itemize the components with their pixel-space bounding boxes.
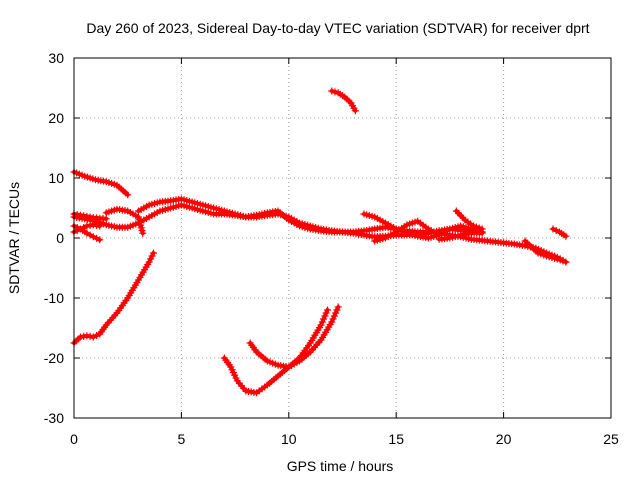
data-point xyxy=(149,249,157,257)
x-tick-label: 15 xyxy=(388,431,404,447)
data-point xyxy=(317,321,325,329)
x-tick-label: 25 xyxy=(603,431,619,447)
y-tick-label: -30 xyxy=(44,410,64,426)
data-point xyxy=(323,306,331,314)
data-point xyxy=(80,224,88,231)
data-point xyxy=(320,315,328,323)
data-point xyxy=(321,312,329,320)
chart-title: Day 260 of 2023, Sidereal Day-to-day VTE… xyxy=(86,20,589,36)
x-axis-label: GPS time / hours xyxy=(287,458,394,474)
data-point xyxy=(333,306,341,314)
data-point xyxy=(330,312,338,320)
data-series-track-14 xyxy=(70,249,157,347)
y-tick-label: 10 xyxy=(48,170,64,186)
data-series-track-13 xyxy=(549,225,570,240)
data-point xyxy=(351,107,359,115)
data-series-track-12 xyxy=(521,237,570,266)
data-point xyxy=(93,332,101,339)
data-series-track-10 xyxy=(435,228,486,243)
data-series-track-17 xyxy=(328,87,359,115)
data-tracks xyxy=(70,87,570,397)
data-point xyxy=(328,87,336,95)
data-point xyxy=(96,222,104,230)
x-tick-label: 0 xyxy=(70,431,78,447)
data-point xyxy=(478,225,486,233)
data-point xyxy=(562,258,570,266)
data-point xyxy=(329,315,337,323)
data-point xyxy=(322,309,330,317)
data-point xyxy=(96,236,104,244)
data-series-track-5 xyxy=(70,221,104,236)
data-point xyxy=(148,252,156,260)
data-point xyxy=(318,318,326,326)
y-tick-label: 20 xyxy=(48,110,64,126)
data-point xyxy=(93,234,101,242)
data-point xyxy=(89,233,97,241)
data-point xyxy=(331,88,339,96)
data-series-track-16 xyxy=(246,303,342,371)
x-tick-label: 10 xyxy=(281,431,297,447)
y-tick-label: -20 xyxy=(44,350,64,366)
data-point xyxy=(552,227,560,234)
data-point xyxy=(145,258,153,266)
data-series-track-9 xyxy=(371,217,443,245)
data-point xyxy=(147,255,155,263)
data-point xyxy=(124,191,132,199)
data-point xyxy=(139,229,147,237)
x-tick-label: 5 xyxy=(178,431,186,447)
data-series-track-11 xyxy=(452,207,486,233)
data-point xyxy=(76,225,84,233)
data-point xyxy=(549,225,557,233)
axis-ticks: 0 5 10 15 20 25 -30 -20 -10 0 10 20 30 xyxy=(44,50,619,447)
data-point xyxy=(73,227,81,234)
x-tick-label: 20 xyxy=(496,431,512,447)
data-point xyxy=(332,309,340,317)
data-series-track-6 xyxy=(102,205,147,237)
data-point xyxy=(89,333,97,341)
data-point xyxy=(328,318,336,326)
y-tick-label: 30 xyxy=(48,50,64,66)
data-point xyxy=(334,303,342,311)
data-point xyxy=(562,232,570,240)
y-tick-label: 0 xyxy=(56,230,64,246)
y-axis-label: SDTVAR / TECUs xyxy=(6,182,22,294)
y-tick-label: -10 xyxy=(44,290,64,306)
data-point xyxy=(102,215,110,223)
